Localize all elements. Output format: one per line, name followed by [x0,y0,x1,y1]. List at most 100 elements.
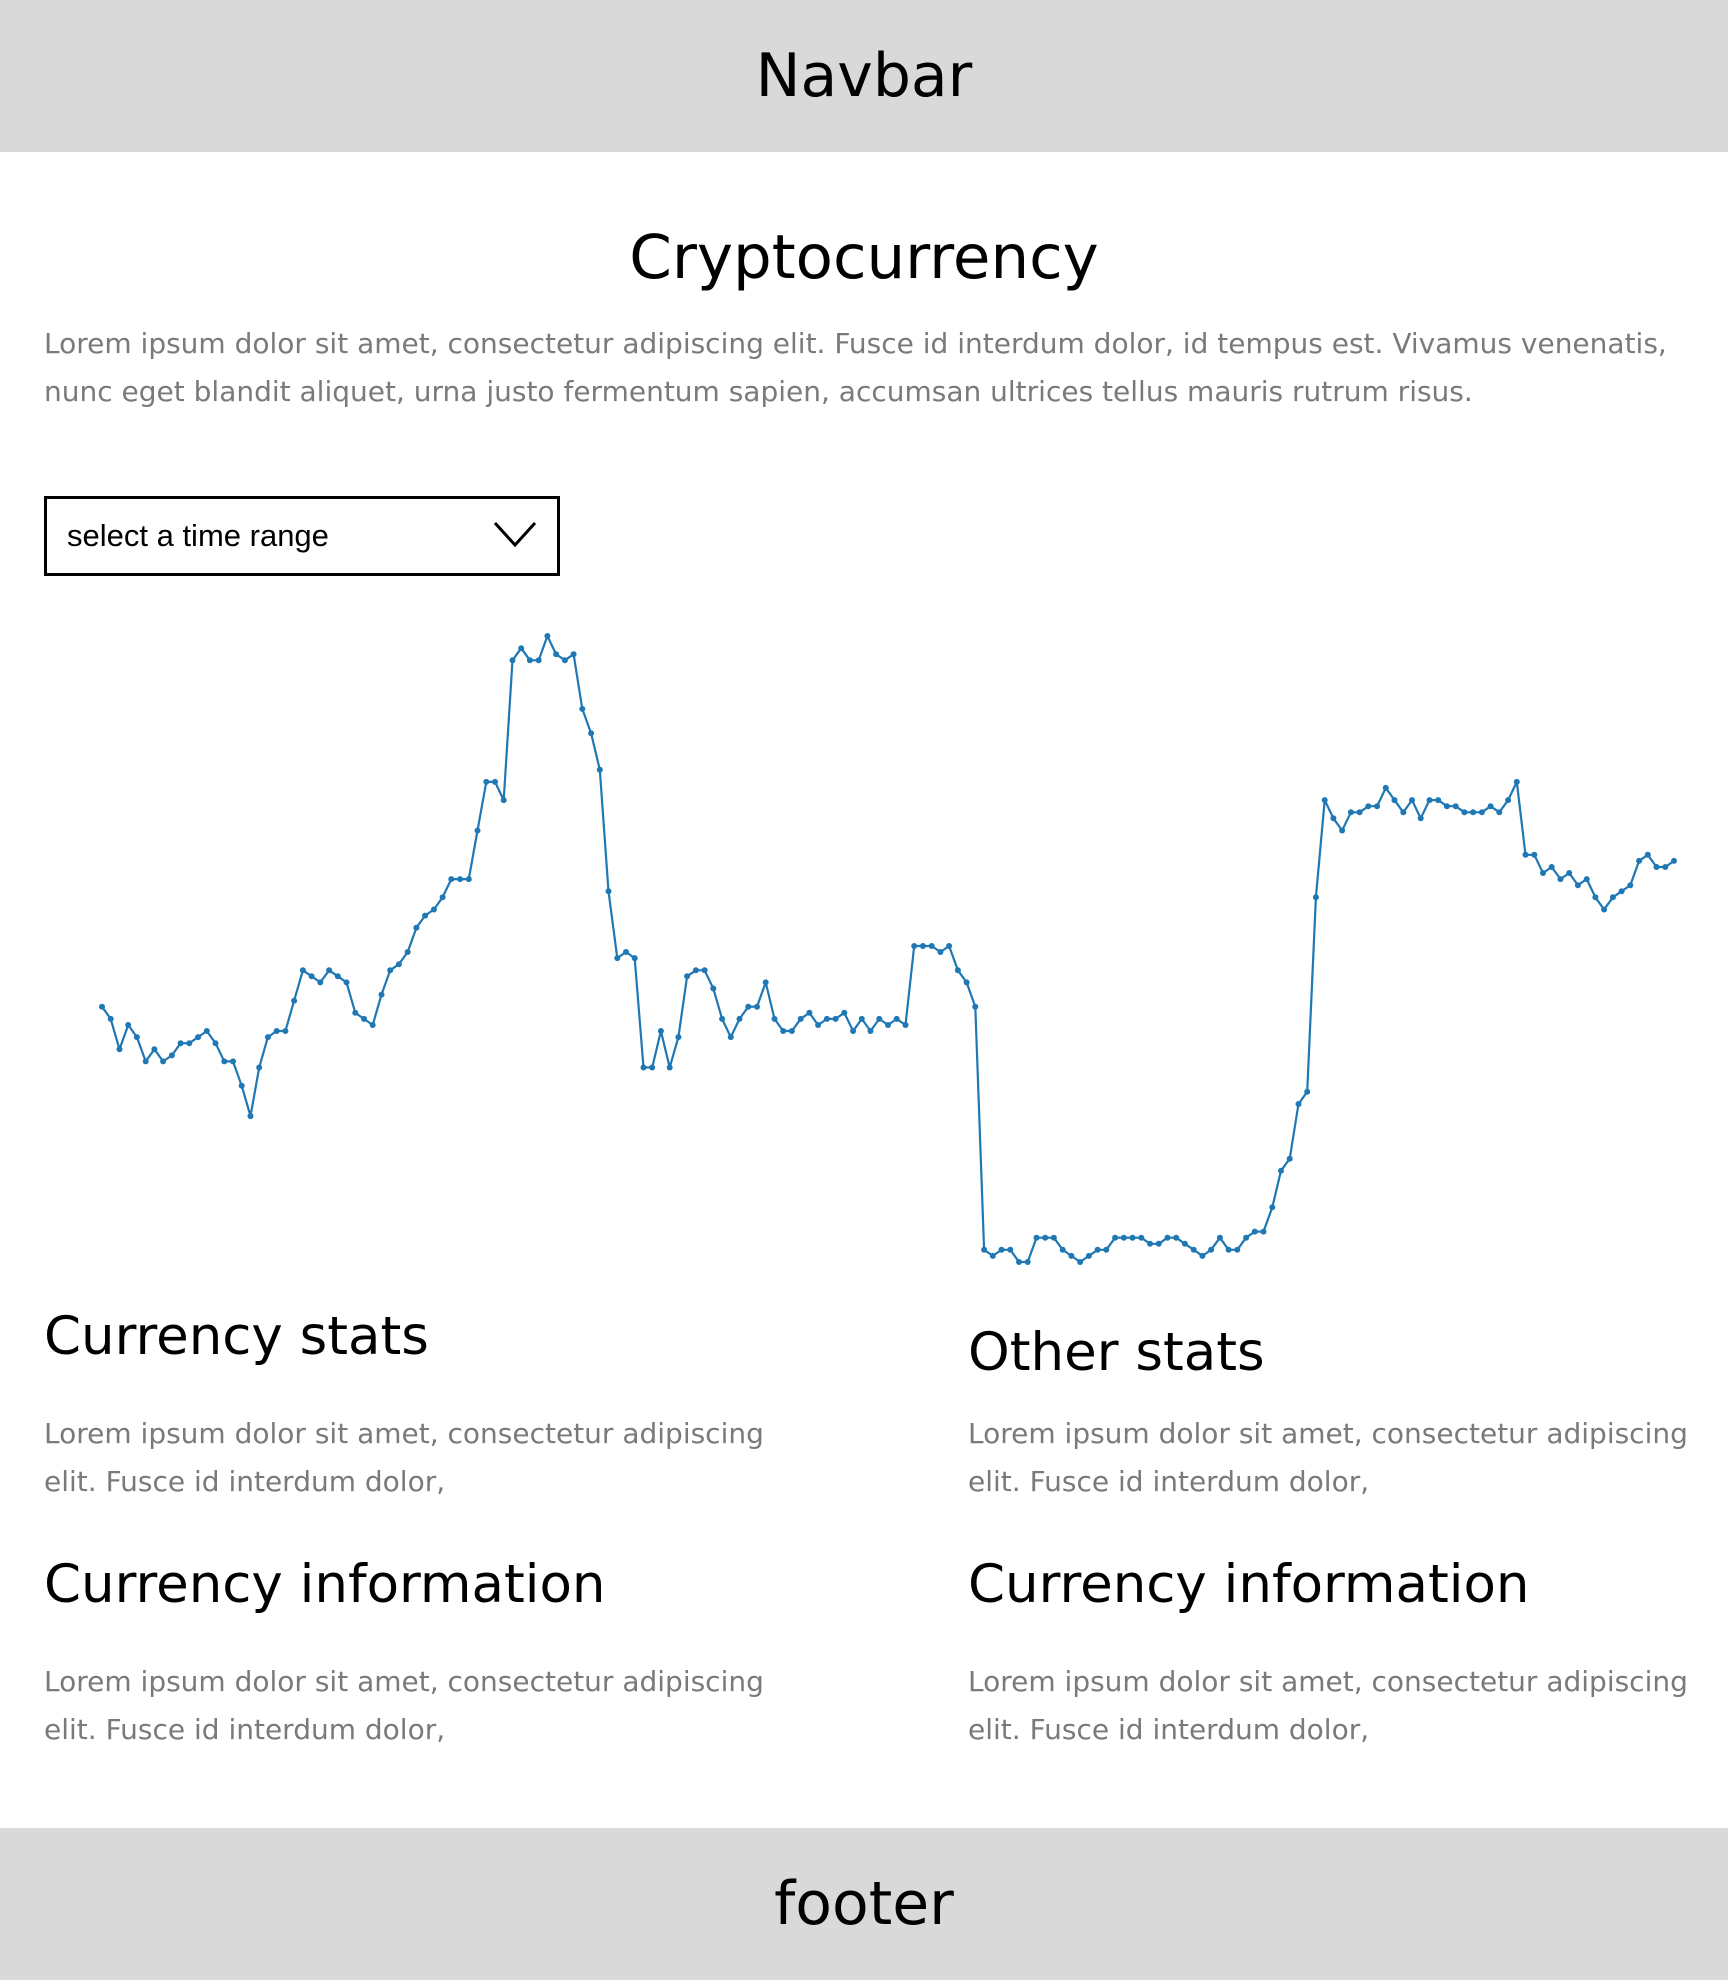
price-point [1068,1252,1075,1259]
price-point [203,1028,210,1034]
price-point [1592,894,1599,901]
price-point [247,1113,254,1120]
price-point [1112,1234,1119,1241]
price-point [911,943,918,949]
price-point [832,1015,839,1022]
price-point [230,1058,236,1065]
price-point [553,651,560,658]
price-point [1085,1252,1092,1259]
price-point [841,1009,848,1016]
price-point [885,1022,891,1028]
price-point [195,1034,202,1041]
price-point [858,1015,865,1022]
price-point [282,1028,289,1034]
price-point [361,1015,367,1022]
price-point [989,1252,996,1259]
price-point [186,1040,193,1047]
price-point [623,949,629,955]
price-point [640,1064,647,1071]
price-point [1470,809,1477,816]
price-point [745,1003,752,1010]
price-point [797,1015,804,1022]
price-point [876,1015,883,1022]
price-point [422,912,429,919]
price-point [238,1082,245,1089]
navbar-label: Navbar [755,41,973,111]
price-point [1417,815,1424,822]
price-point [1443,803,1450,810]
price-point [614,955,621,962]
price-point [1181,1240,1188,1247]
currency-information-text-left: Lorem ipsum dolor sit amet, consectetur … [44,1665,764,1746]
price-point [963,979,970,986]
price-point [1461,809,1468,816]
price-point [666,1064,673,1071]
price-point [1033,1234,1040,1241]
price-point [474,827,481,834]
navbar: Navbar [0,0,1728,152]
price-point [317,979,324,986]
price-point [561,657,568,664]
price-point [133,1034,140,1041]
price-point [1347,809,1354,816]
price-point [1505,797,1512,804]
time-range-select[interactable]: select a time range [44,496,560,576]
price-point [867,1028,874,1034]
price-point [1199,1252,1206,1259]
price-point [1435,797,1442,804]
price-point [1208,1246,1215,1253]
price-point [1295,1101,1302,1107]
price-point [1487,803,1494,810]
price-point [1618,888,1625,895]
price-point [605,888,612,895]
price-point [815,1022,822,1028]
price-point [221,1058,228,1065]
price-point [1120,1234,1127,1241]
price-point [649,1064,656,1071]
price-point [1557,876,1564,883]
price-point [413,924,420,931]
price-point [754,1003,760,1010]
price-point [177,1040,184,1047]
price-point [1173,1234,1180,1241]
price-point [1138,1234,1145,1241]
price-point [1286,1155,1293,1162]
price-point [946,943,953,949]
price-point [107,1015,114,1022]
price-point [518,645,525,652]
chevron-down-icon [493,521,537,548]
price-point [710,985,717,992]
price-point [762,979,769,986]
price-point [273,1028,280,1034]
price-point [1609,894,1616,901]
currency-stats-text: Lorem ipsum dolor sit amet, consectetur … [44,1417,764,1498]
price-point [1243,1234,1250,1241]
price-point [168,1052,175,1059]
price-point [850,1028,857,1034]
price-point [1278,1167,1284,1174]
price-point [1024,1259,1031,1265]
price-point [1583,876,1590,883]
footer-label: footer [774,1869,954,1939]
price-point [212,1040,219,1047]
price-point [1304,1088,1311,1095]
price-point [1400,809,1407,816]
price-point [1662,864,1669,870]
price-point [1077,1259,1084,1265]
price-point [588,730,595,737]
price-point [954,967,961,974]
currency-stats-heading: Currency stats [44,1306,429,1367]
price-point [1522,851,1529,858]
price-line-chart [99,633,1677,1265]
price-point [823,1015,830,1022]
price-point [1409,797,1415,804]
price-point [1627,882,1634,889]
price-point [736,1015,743,1022]
price-point [544,633,551,639]
price-point [500,797,507,804]
price-point [1653,864,1660,870]
price-point [1155,1240,1162,1247]
price-point [256,1064,263,1071]
currency-information-text-right: Lorem ipsum dolor sit amet, consectetur … [968,1665,1688,1746]
price-point [264,1034,271,1041]
